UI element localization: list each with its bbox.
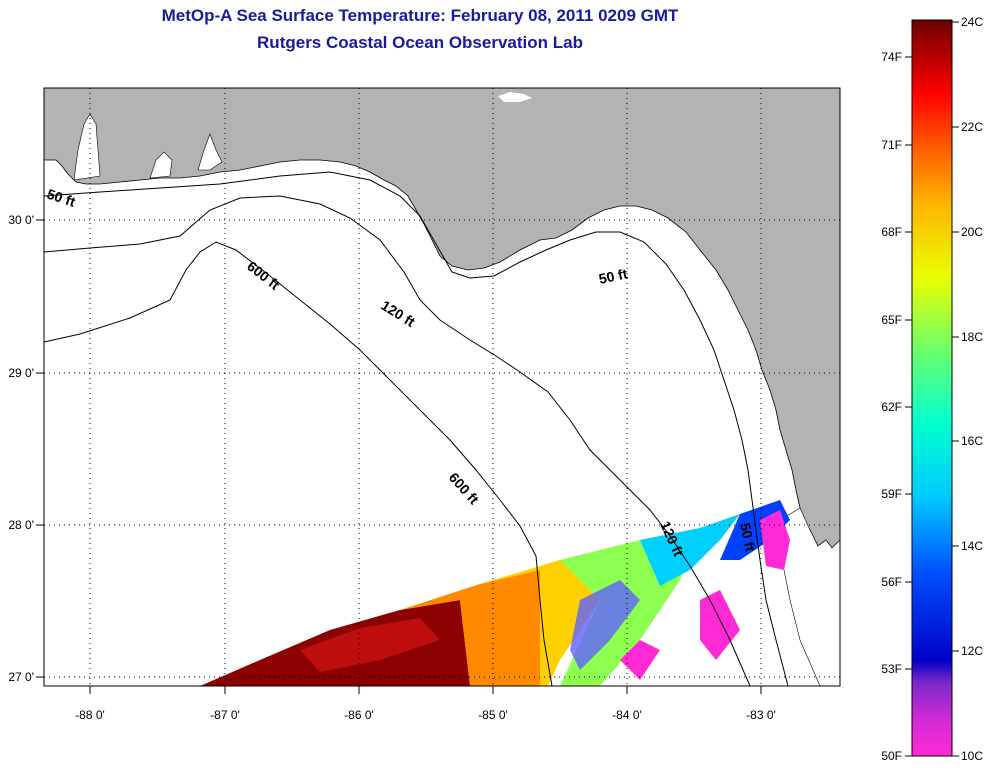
lat-tick-label: 28 0' [8, 518, 34, 532]
colorbar-f-label: 62F [881, 400, 902, 414]
colorbar-f-label: 56F [881, 575, 902, 589]
lon-tick-label: -84 0' [612, 708, 642, 722]
sst-swath-magenta-2 [760, 510, 790, 570]
colorbar-f-label: 53F [881, 662, 902, 676]
lon-tick-label: -85 0' [478, 708, 508, 722]
sst-swath-cyan [640, 514, 740, 586]
colorbar-c-ticks [952, 21, 959, 757]
colorbar-c-label: 10C [961, 749, 983, 763]
colorbar-f-label: 74F [881, 50, 902, 64]
isobath-label-50ft-south: 50 ft [737, 521, 759, 553]
sst-swath-magenta [700, 590, 740, 660]
inlet-bay [149, 151, 173, 179]
coastal-water [779, 507, 840, 686]
colorbar-c-label: 14C [961, 539, 983, 553]
sst-swath-magenta-3 [620, 640, 660, 680]
isobath-label-50ft-east: 50 ft [597, 265, 629, 287]
sst-swath-orange [400, 570, 548, 686]
lat-tick-label: 29 0' [8, 366, 34, 380]
colorbar-c-label: 24C [961, 15, 983, 29]
colorbar-f-label: 65F [881, 313, 902, 327]
isobath-50ft [44, 171, 789, 686]
colorbar-c-label: 20C [961, 225, 983, 239]
colorbar-c-label: 12C [961, 644, 983, 658]
colorbar-c-label: 16C [961, 434, 983, 448]
colorbar-f-label: 59F [881, 487, 902, 501]
lat-tick-label: 27 0' [8, 670, 34, 684]
lake [498, 92, 532, 102]
land-area [44, 88, 840, 549]
inlet-bay [73, 113, 101, 181]
colorbar-f-ticks [905, 56, 912, 757]
map-title: MetOp-A Sea Surface Temperature: Februar… [161, 6, 679, 25]
colorbar-c-label: 18C [961, 330, 983, 344]
isobath-120ft [44, 195, 751, 686]
sst-swath-blue [570, 580, 640, 670]
colorbar-c-label: 22C [961, 120, 983, 134]
colorbar-f-label: 71F [881, 138, 902, 152]
inlet-bay [197, 133, 223, 171]
lon-tick-label: -86 0' [344, 708, 374, 722]
lat-tick-label: 30 0' [8, 213, 34, 227]
lon-tick-label: -83 0' [746, 708, 776, 722]
map-frame [43, 87, 841, 687]
colorbar-f-label: 50F [881, 749, 902, 763]
sst-swath-warm [300, 618, 440, 672]
colorbar [911, 19, 953, 757]
tick-marks [36, 219, 762, 694]
colorbar-f-label: 68F [881, 225, 902, 239]
lon-tick-label: -87 0' [210, 708, 240, 722]
map-subtitle: Rutgers Coastal Ocean Observation Lab [257, 33, 583, 52]
lon-tick-label: -88 0' [75, 708, 105, 722]
isobath-600ft [44, 241, 553, 686]
